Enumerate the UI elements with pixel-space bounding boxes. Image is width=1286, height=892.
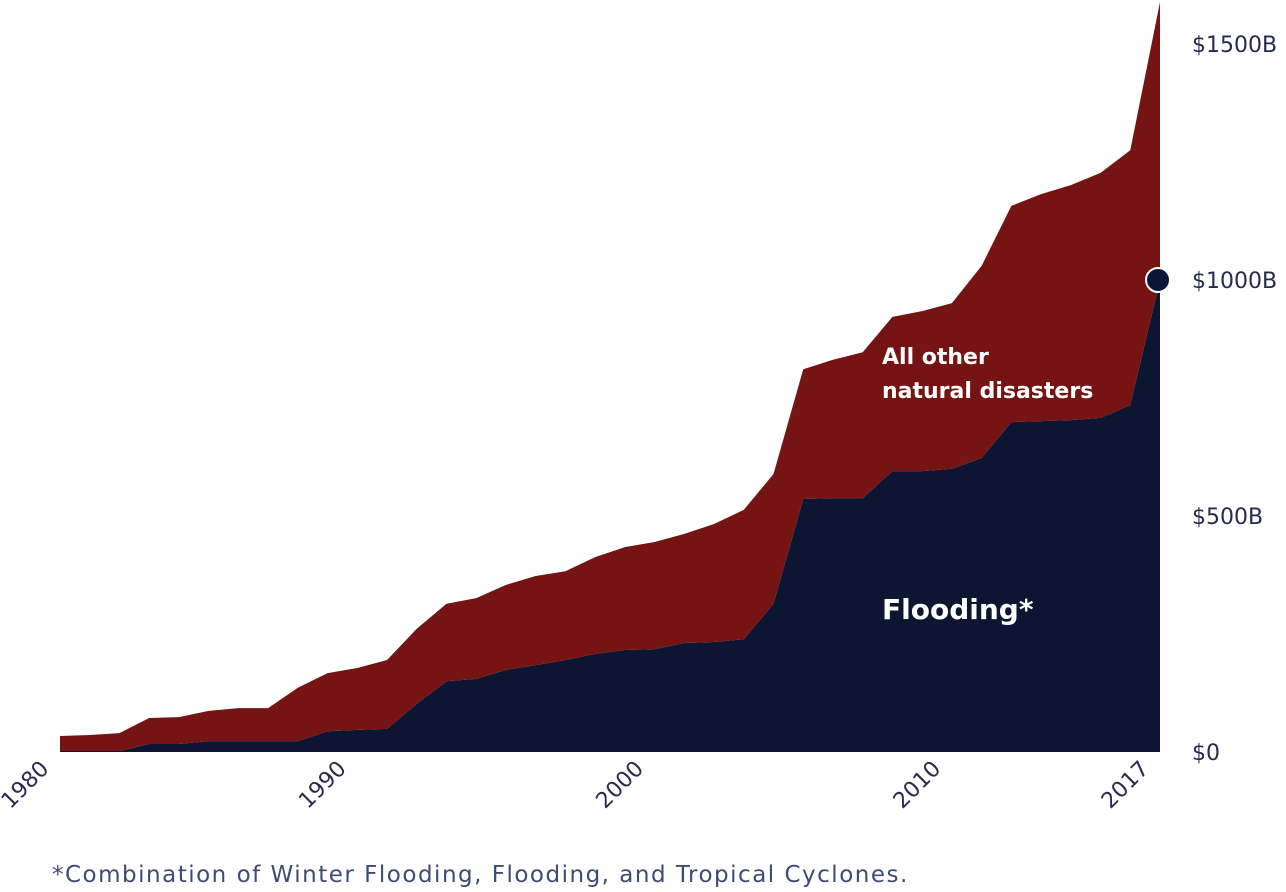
footnote: *Combination of Winter Flooding, Floodin… <box>52 862 909 888</box>
y-tick-label: $500B <box>1192 505 1263 530</box>
series-label-other-line2: natural disasters <box>882 379 1093 404</box>
area-series-1 <box>60 1 1160 752</box>
series-label-other-line1: All other <box>882 345 989 370</box>
x-tick-label: 2010 <box>889 757 946 814</box>
highlight-point <box>1145 267 1171 293</box>
x-tick-label: 1980 <box>0 757 54 814</box>
y-tick-label: $0 <box>1192 741 1220 766</box>
x-tick-label: 2017 <box>1097 757 1154 814</box>
y-tick-label: $1500B <box>1192 33 1277 58</box>
x-tick-label: 2000 <box>592 757 649 814</box>
x-tick-label: 1990 <box>294 757 351 814</box>
y-tick-label: $1000B <box>1192 269 1277 294</box>
area-series-0 <box>60 280 1160 752</box>
series-label-flooding: Flooding* <box>882 593 1034 626</box>
